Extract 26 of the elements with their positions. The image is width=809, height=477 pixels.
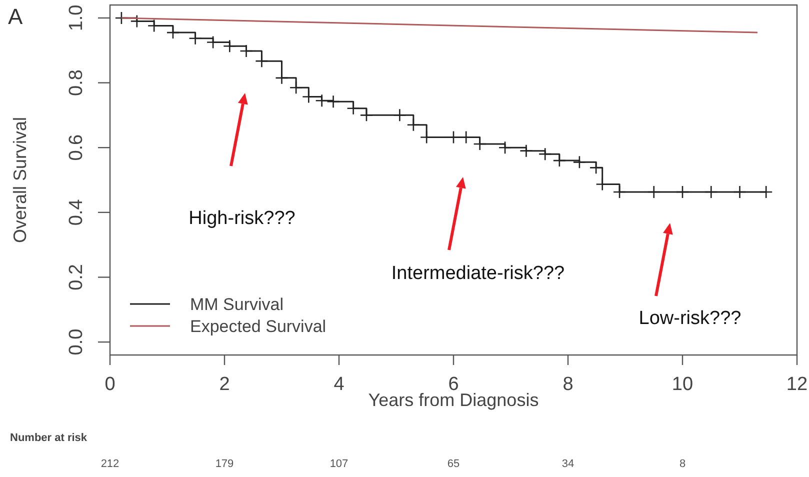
text: A <box>8 4 23 29</box>
x-tick-label: 8 <box>562 374 574 395</box>
y-tick-label: 0.6 <box>66 134 87 161</box>
x-tick-label: 2 <box>219 374 230 395</box>
y-tick-label: 1.0 <box>66 4 87 32</box>
text: 34 <box>562 458 574 470</box>
x-tick-label: 12 <box>786 374 808 395</box>
annotation: Low-risk??? <box>638 308 742 329</box>
annotation: Intermediate-risk??? <box>391 263 565 284</box>
annotation: High-risk??? <box>188 208 296 229</box>
y-axis-title: Overall Survival <box>10 116 30 244</box>
text: 65 <box>447 458 460 470</box>
text: 212 <box>100 458 120 470</box>
text: 8 <box>679 458 686 470</box>
y-tick-label: 0.4 <box>66 198 87 226</box>
x-tick-label: 0 <box>104 374 116 395</box>
legend-label: MM Survival <box>190 295 284 314</box>
y-tick-label: 0.8 <box>66 70 87 96</box>
legend-label: Expected Survival <box>190 317 326 336</box>
y-tick-label: 0.0 <box>66 328 87 356</box>
y-tick-label: 0.2 <box>66 264 87 290</box>
text: Number at risk <box>10 432 88 444</box>
text: 179 <box>215 458 234 470</box>
text: 107 <box>330 458 348 470</box>
x-tick-label: 10 <box>672 374 694 395</box>
x-tick-label: 4 <box>334 374 345 395</box>
